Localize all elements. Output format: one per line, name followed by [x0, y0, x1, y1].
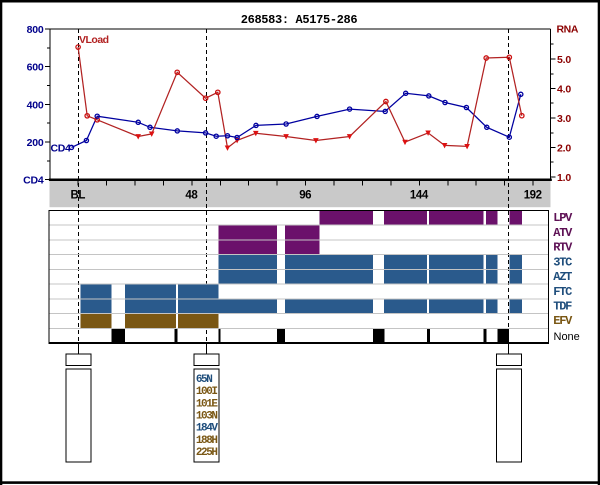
svg-text:144: 144 [410, 190, 429, 202]
svg-text:3TC: 3TC [553, 255, 572, 269]
svg-text:FTC: FTC [553, 285, 572, 299]
svg-text:BL: BL [71, 190, 86, 202]
svg-text:RNA: RNA [557, 23, 579, 35]
svg-text:268583: A5175-286: 268583: A5175-286 [241, 13, 358, 27]
svg-text:600: 600 [27, 62, 44, 74]
svg-text:225H: 225H [196, 447, 217, 459]
svg-text:CD4: CD4 [23, 175, 44, 187]
svg-text:103N: 103N [196, 410, 217, 422]
svg-text:5.0: 5.0 [557, 54, 571, 66]
svg-text:CD4: CD4 [51, 143, 72, 155]
svg-text:96: 96 [299, 190, 311, 202]
svg-text:100I: 100I [196, 386, 217, 398]
svg-text:2.0: 2.0 [557, 143, 571, 155]
svg-text:None: None [554, 331, 580, 343]
svg-text:65N: 65N [196, 374, 212, 386]
svg-text:200: 200 [27, 137, 44, 149]
svg-text:EFV: EFV [553, 314, 573, 328]
svg-text:RTV: RTV [553, 241, 573, 255]
svg-text:4.0: 4.0 [557, 84, 571, 96]
svg-text:ATV: ATV [553, 226, 573, 240]
svg-text:TDF: TDF [553, 300, 572, 314]
svg-text:48: 48 [185, 190, 198, 202]
svg-text:800: 800 [27, 24, 44, 36]
svg-text:400: 400 [27, 99, 44, 111]
svg-text:192: 192 [524, 190, 542, 202]
svg-text:3.0: 3.0 [557, 113, 571, 125]
svg-text:LPV: LPV [553, 211, 573, 225]
svg-text:1.0: 1.0 [557, 172, 571, 184]
svg-text:101E: 101E [196, 398, 218, 410]
svg-text:AZT: AZT [553, 270, 572, 284]
svg-text:VLoad: VLoad [79, 34, 109, 46]
svg-text:188H: 188H [196, 435, 217, 447]
svg-text:184V: 184V [196, 423, 218, 435]
